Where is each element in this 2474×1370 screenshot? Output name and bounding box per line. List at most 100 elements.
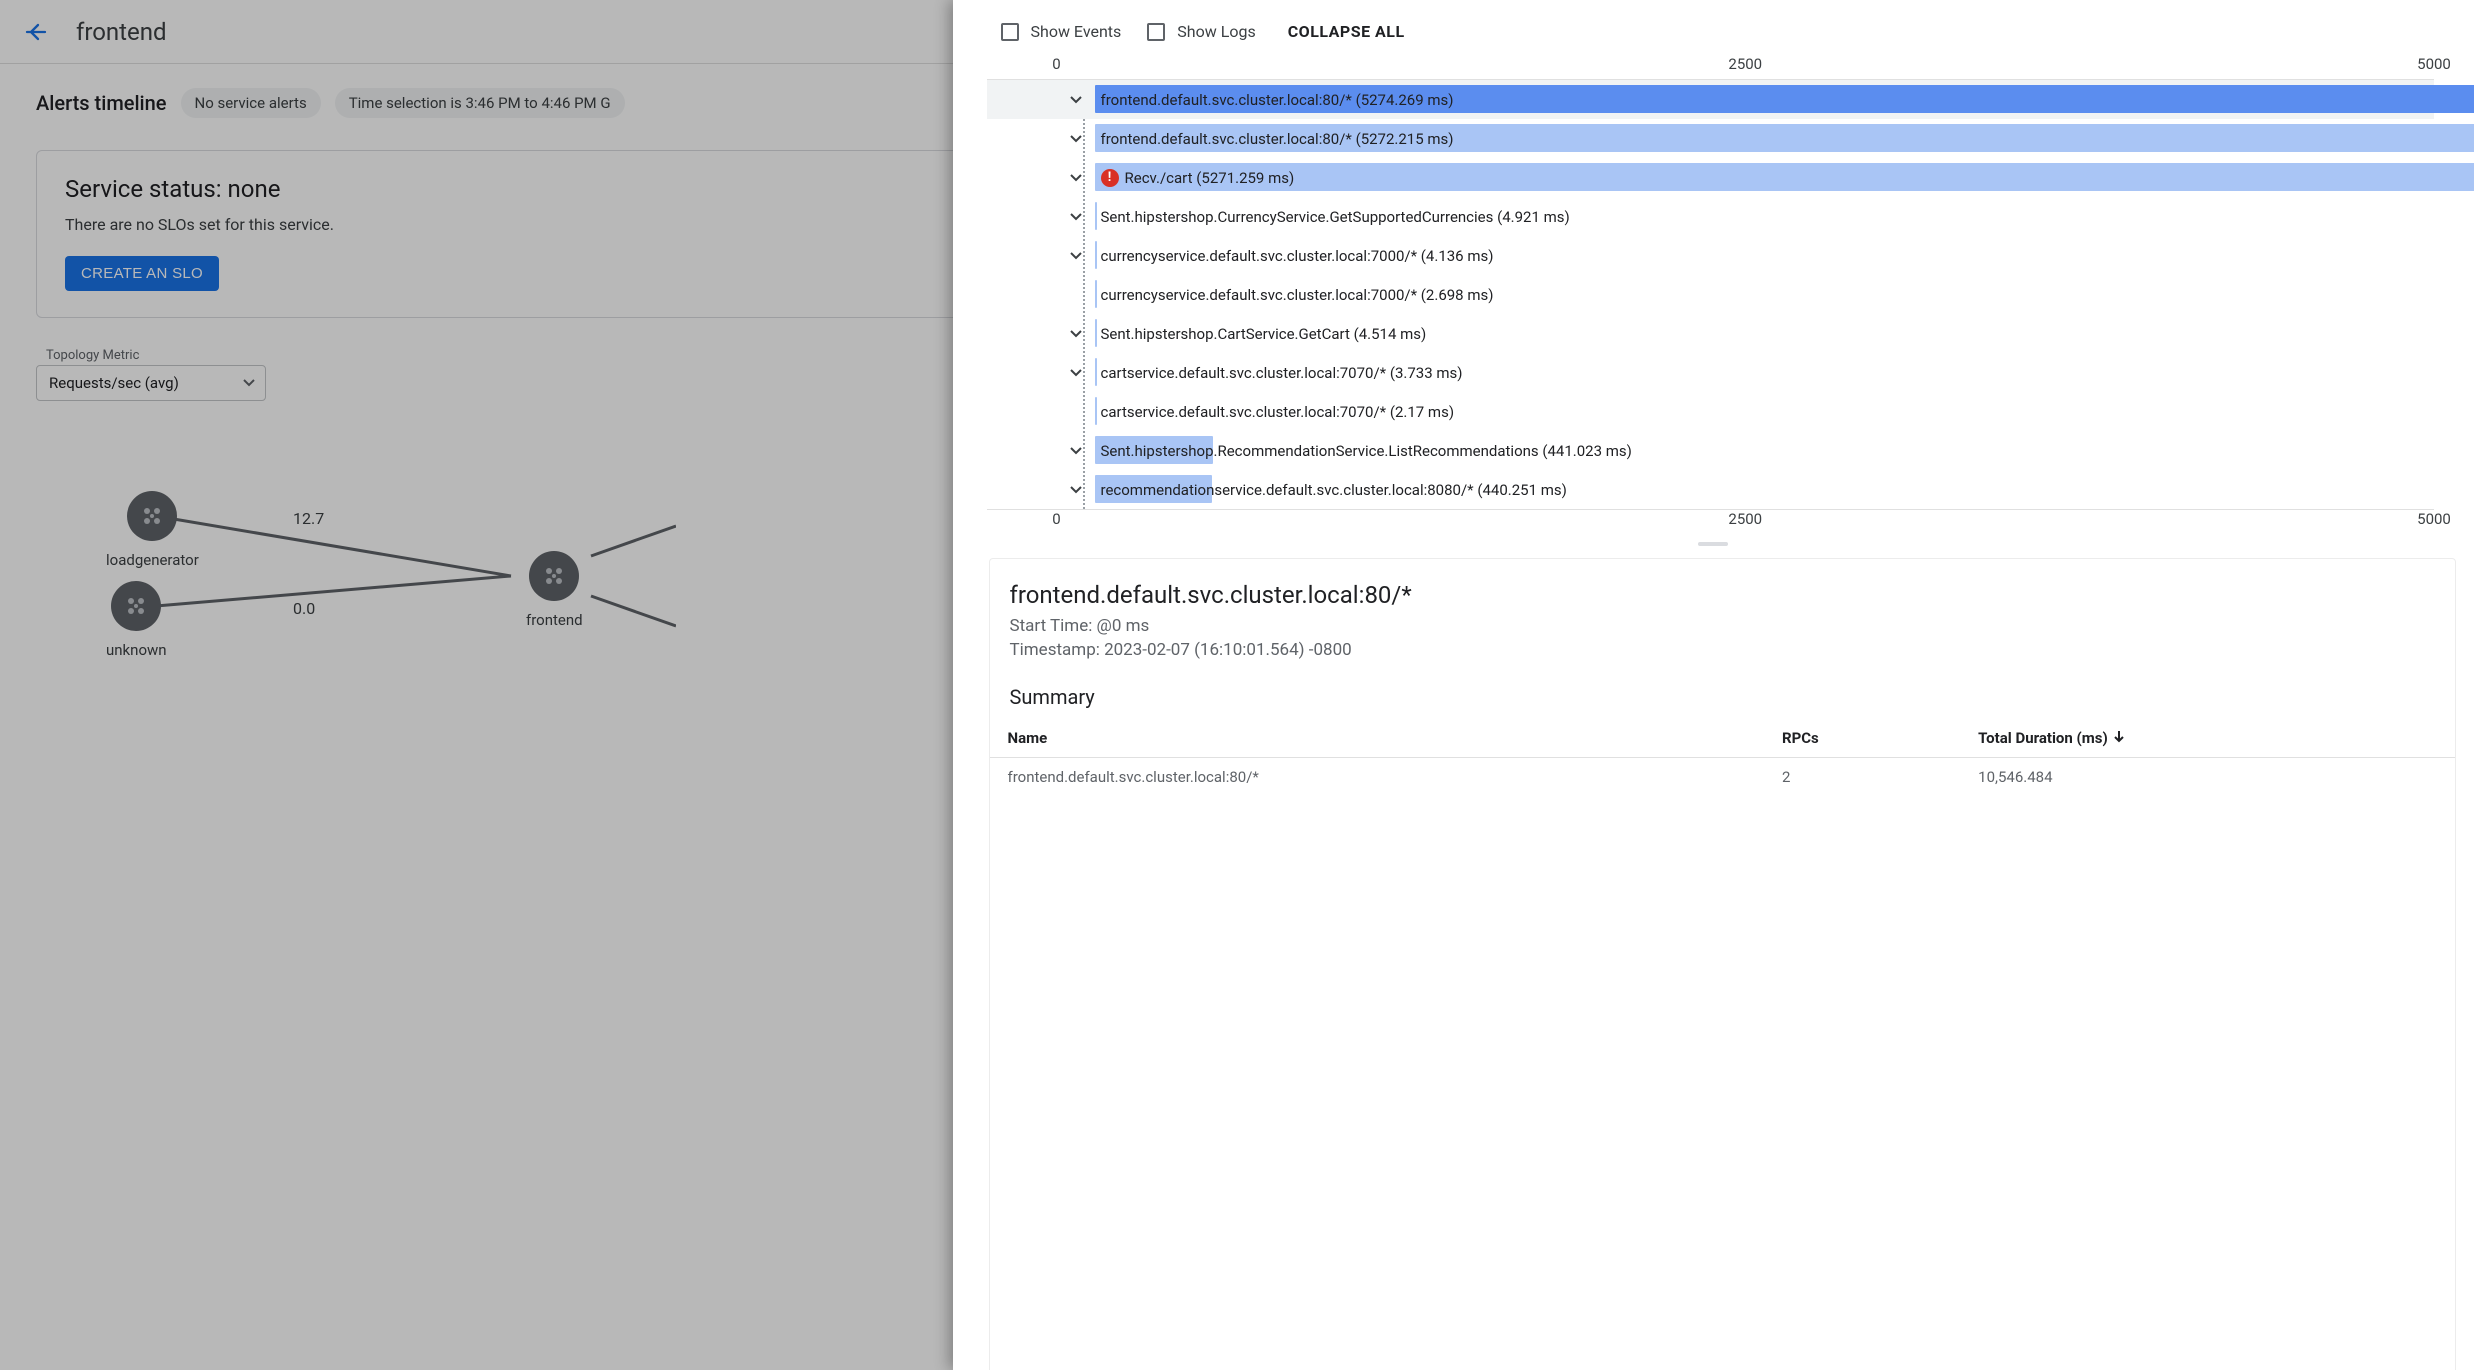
span-bar-area: Sent.hipstershop.CurrencyService.GetSupp…: [1095, 197, 2435, 236]
span-row[interactable]: Sent.hipstershop.CartService.GetCart (4.…: [987, 314, 2435, 353]
span-bar-area: currencyservice.default.svc.cluster.loca…: [1095, 236, 2435, 275]
waterfall-scale-top: 0 2500 5000: [1057, 55, 2435, 77]
summary-table: NameRPCsTotal Duration (ms) frontend.def…: [990, 719, 2456, 796]
service-status-heading: Service status: none: [65, 175, 1047, 203]
chevron-down-icon[interactable]: [1067, 325, 1085, 343]
span-bar: [1095, 280, 1097, 308]
span-bar-area: frontend.default.svc.cluster.local:80/* …: [1095, 119, 2435, 158]
span-label-text: Sent.hipstershop.CurrencyService.GetSupp…: [1101, 208, 1570, 226]
show-logs-checkbox[interactable]: Show Logs: [1147, 22, 1255, 41]
alerts-timeline-heading: Alerts timeline: [36, 91, 167, 115]
span-bar-area: !Recv./cart (5271.259 ms): [1095, 158, 2435, 197]
summary-col-header[interactable]: Name: [990, 719, 1764, 758]
chevron-down-icon[interactable]: [1067, 169, 1085, 187]
sort-desc-icon: [2112, 729, 2126, 743]
chevron-down-icon[interactable]: [1067, 91, 1085, 109]
span-start-time: Start Time: @0 ms: [1010, 615, 2436, 639]
span-row[interactable]: Sent.hipstershop.CurrencyService.GetSupp…: [987, 197, 2435, 236]
span-chevron-cell: [987, 442, 1095, 460]
panel-resize-handle[interactable]: [1698, 542, 1728, 546]
span-row[interactable]: cartservice.default.svc.cluster.local:70…: [987, 392, 2435, 431]
span-label: cartservice.default.svc.cluster.local:70…: [1101, 403, 1455, 421]
service-node-icon: [127, 491, 177, 541]
span-label-text: currencyservice.default.svc.cluster.loca…: [1101, 247, 1494, 265]
span-row[interactable]: !Recv./cart (5271.259 ms): [987, 158, 2435, 197]
chevron-down-icon[interactable]: [1067, 130, 1085, 148]
span-bar-area: frontend.default.svc.cluster.local:80/* …: [1095, 80, 2435, 119]
summary-col-header[interactable]: Total Duration (ms): [1960, 719, 2455, 758]
span-bar-area: recommendationservice.default.svc.cluste…: [1095, 470, 2435, 509]
span-details: frontend.default.svc.cluster.local:80/* …: [989, 558, 2457, 1370]
summary-row[interactable]: frontend.default.svc.cluster.local:80/*2…: [990, 757, 2456, 796]
span-row[interactable]: Sent.hipstershop.RecommendationService.L…: [987, 431, 2435, 470]
span-label-text: Sent.hipstershop.CartService.GetCart (4.…: [1101, 325, 1427, 343]
span-row[interactable]: frontend.default.svc.cluster.local:80/* …: [987, 119, 2435, 158]
service-status-card: Service status: none There are no SLOs s…: [36, 150, 1076, 318]
service-status-desc: There are no SLOs set for this service.: [65, 215, 1047, 234]
chevron-down-icon[interactable]: [1067, 364, 1085, 382]
span-chevron-cell: [987, 325, 1095, 343]
span-label: currencyservice.default.svc.cluster.loca…: [1101, 247, 1494, 265]
chevron-down-icon[interactable]: [1067, 442, 1085, 460]
topology-node-label: unknown: [106, 641, 167, 659]
span-bar-area: Sent.hipstershop.CartService.GetCart (4.…: [1095, 314, 2435, 353]
span-label-text: currencyservice.default.svc.cluster.loca…: [1101, 286, 1494, 304]
topology-node-frontend[interactable]: frontend: [526, 551, 583, 629]
scale-tick: 2500: [1728, 55, 1762, 73]
span-bar: [1095, 163, 2474, 191]
topology-edge-label: 12.7: [291, 509, 326, 528]
span-bar-area: Sent.hipstershop.RecommendationService.L…: [1095, 431, 2435, 470]
back-arrow-icon[interactable]: [24, 20, 48, 44]
topology-graph: loadgeneratorunknownfrontend 12.70.0: [36, 461, 676, 701]
span-label-text: frontend.default.svc.cluster.local:80/* …: [1101, 91, 1454, 109]
span-label: frontend.default.svc.cluster.local:80/* …: [1101, 130, 1454, 148]
span-label-text: cartservice.default.svc.cluster.local:70…: [1101, 364, 1463, 382]
span-bar: [1095, 319, 1097, 347]
scale-tick: 5000: [2417, 510, 2451, 528]
scale-tick: 0: [1052, 55, 1060, 73]
collapse-all-button[interactable]: COLLAPSE ALL: [1288, 22, 1405, 41]
span-details-title: frontend.default.svc.cluster.local:80/*: [1010, 581, 2436, 615]
span-chevron-cell: [987, 364, 1095, 382]
show-events-checkbox[interactable]: Show Events: [1001, 22, 1122, 41]
waterfall-scale-bottom: 0 2500 5000: [1057, 510, 2435, 532]
span-chevron-cell: [987, 91, 1095, 109]
summary-cell: 2: [1764, 757, 1960, 796]
show-events-label: Show Events: [1031, 22, 1122, 41]
span-label: recommendationservice.default.svc.cluste…: [1101, 481, 1567, 499]
span-row[interactable]: frontend.default.svc.cluster.local:80/* …: [987, 80, 2435, 119]
span-chevron-cell: [987, 481, 1095, 499]
span-row[interactable]: recommendationservice.default.svc.cluste…: [987, 470, 2435, 509]
time-selection-chip: Time selection is 3:46 PM to 4:46 PM G: [335, 88, 625, 118]
span-bar: [1095, 202, 1097, 230]
caret-down-icon: [243, 379, 255, 387]
chevron-down-icon[interactable]: [1067, 208, 1085, 226]
page-title: frontend: [76, 18, 167, 46]
span-timestamp: Timestamp: 2023-02-07 (16:10:01.564) -08…: [1010, 639, 2436, 663]
summary-heading: Summary: [1010, 685, 2436, 709]
error-badge-icon: !: [1101, 169, 1119, 187]
span-chevron-cell: [987, 169, 1095, 187]
topology-node-label: loadgenerator: [106, 551, 199, 569]
create-slo-button[interactable]: CREATE AN SLO: [65, 256, 219, 291]
summary-col-header[interactable]: RPCs: [1764, 719, 1960, 758]
span-label-text: Sent.hipstershop.RecommendationService.L…: [1101, 442, 1632, 460]
chevron-down-icon[interactable]: [1067, 481, 1085, 499]
topology-node-loadgenerator[interactable]: loadgenerator: [106, 491, 199, 569]
span-label-text: recommendationservice.default.svc.cluste…: [1101, 481, 1567, 499]
span-row[interactable]: cartservice.default.svc.cluster.local:70…: [987, 353, 2435, 392]
chevron-down-icon[interactable]: [1067, 247, 1085, 265]
trace-side-panel: Show Events Show Logs COLLAPSE ALL 0 250…: [953, 0, 2474, 1370]
scale-tick: 2500: [1728, 510, 1762, 528]
summary-cell: 10,546.484: [1960, 757, 2455, 796]
scale-tick: 0: [1052, 510, 1060, 528]
topology-metric-select[interactable]: Requests/sec (avg): [36, 365, 266, 401]
span-bar-area: cartservice.default.svc.cluster.local:70…: [1095, 392, 2435, 431]
checkbox-icon: [1001, 23, 1019, 41]
span-row[interactable]: currencyservice.default.svc.cluster.loca…: [987, 275, 2435, 314]
scale-tick: 5000: [2417, 55, 2451, 73]
span-row[interactable]: currencyservice.default.svc.cluster.loca…: [987, 236, 2435, 275]
topology-node-label: frontend: [526, 611, 583, 629]
topology-node-unknown[interactable]: unknown: [106, 581, 167, 659]
span-label-text: cartservice.default.svc.cluster.local:70…: [1101, 403, 1455, 421]
